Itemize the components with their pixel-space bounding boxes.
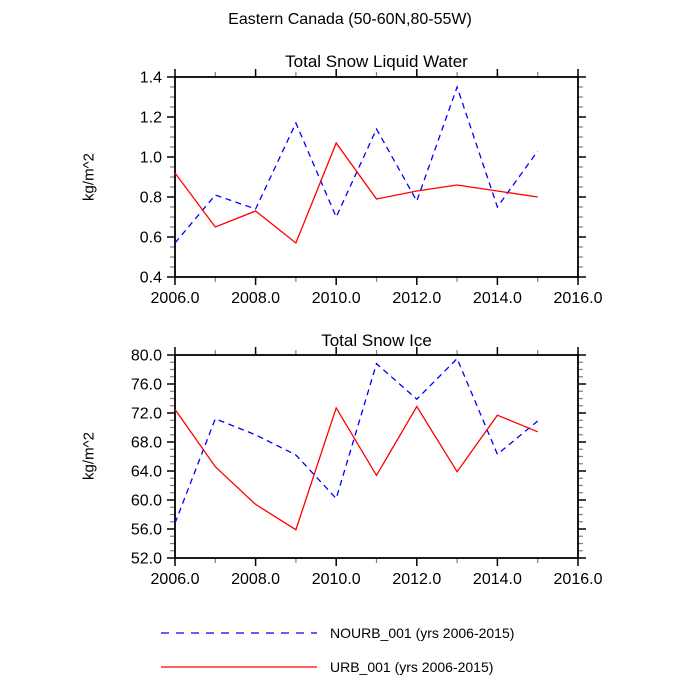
chart-title-snow-ice: Total Snow Ice [321, 331, 432, 350]
y-tick-label: 0.6 [140, 230, 162, 247]
charts-canvas: 2006.0 2008.0 2010.0 2012.0 2014.0 2016.0 0.4 0… [131, 69, 603, 588]
x-tick-label: 2016.0 [554, 571, 603, 588]
figure-main-title: Eastern Canada (50-60N,80-55W) [228, 11, 472, 28]
y-tick-label: 72.0 [131, 406, 162, 423]
legend-label-urb: URB_001 (yrs 2006-2015) [330, 659, 494, 675]
x-tick-label: 2014.0 [473, 571, 522, 588]
x-tick-label: 2016.0 [554, 290, 603, 307]
y-tick-label: 1.4 [140, 70, 162, 87]
data-line-urb_001 [174, 405, 538, 531]
y-tick-label: 52.0 [131, 551, 162, 568]
x-tick-label: 2008.0 [231, 290, 280, 307]
y-tick-label: 0.8 [140, 190, 162, 207]
data-line-nourb_001 [174, 357, 539, 524]
x-tick-label: 2014.0 [473, 290, 522, 307]
legend-entry-nourb: NOURB_001 (yrs 2006-2015) [160, 625, 514, 641]
legend-line-nourb-dashed [161, 632, 317, 634]
y-tick-label: 80.0 [131, 348, 162, 365]
axis-frame [174, 354, 579, 559]
y-tick-label: 1.0 [140, 150, 162, 167]
x-tick-label: 2010.0 [312, 290, 361, 307]
y-tick-label: 64.0 [131, 464, 162, 481]
legend-label-nourb: NOURB_001 (yrs 2006-2015) [330, 625, 515, 641]
legend-entry-urb: URB_001 (yrs 2006-2015) [160, 659, 493, 675]
y-tick-label: 56.0 [131, 522, 162, 539]
x-tick-label: 2008.0 [231, 571, 280, 588]
y-tick-label: 68.0 [131, 435, 162, 452]
data-line-urb_001 [174, 141, 538, 245]
y-tick-label: 60.0 [131, 493, 162, 510]
x-tick-label: 2006.0 [151, 290, 200, 307]
y-tick-label: 76.0 [131, 377, 162, 394]
y-tick-label: 0.4 [140, 270, 162, 287]
legend-line-urb-solid [161, 666, 317, 668]
y-tick-label: 1.2 [140, 110, 162, 127]
x-tick-label: 2012.0 [392, 290, 441, 307]
data-line-nourb_001 [174, 85, 539, 244]
x-tick-label: 2012.0 [392, 571, 441, 588]
x-tick-label: 2010.0 [312, 571, 361, 588]
axis-frame [174, 76, 579, 278]
x-tick-label: 2006.0 [151, 571, 200, 588]
chart-title-snow-liquid-water: Total Snow Liquid Water [285, 52, 468, 71]
